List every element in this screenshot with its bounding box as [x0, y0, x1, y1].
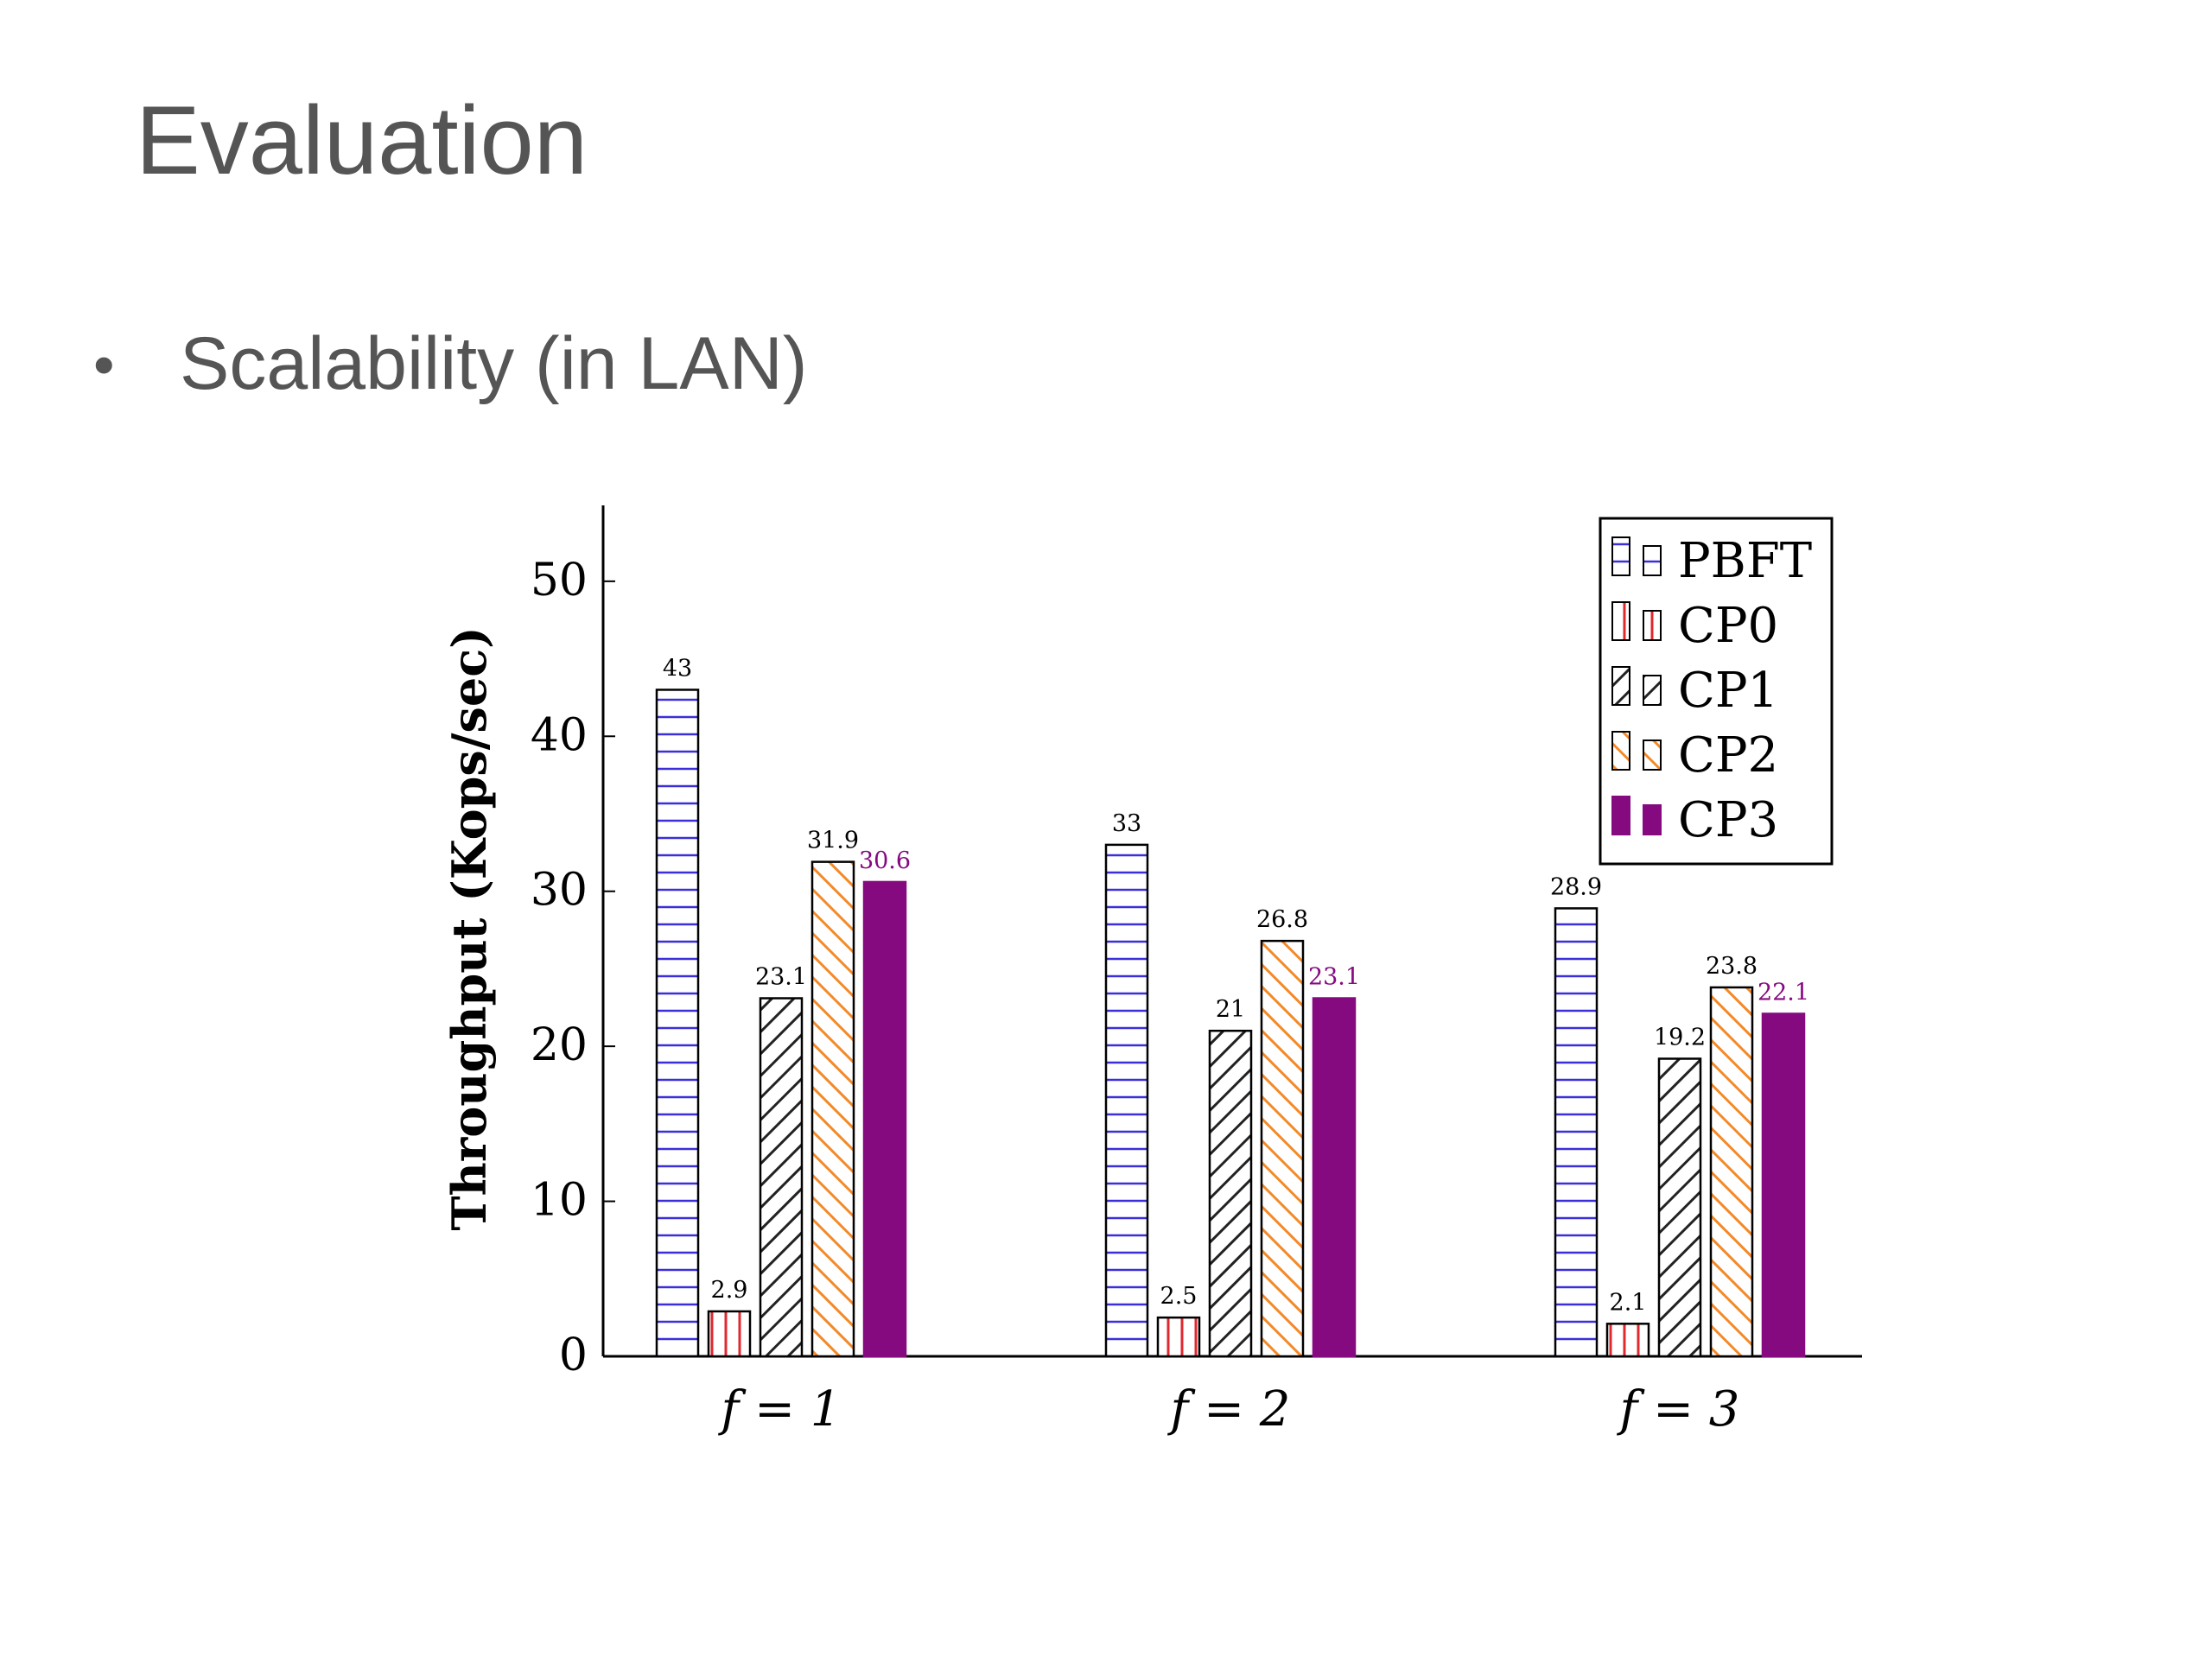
legend-swatch-cp1: [1611, 666, 1630, 706]
bar-cp3: [1312, 997, 1357, 1358]
legend-box: [1599, 517, 1834, 866]
data-label: 23.1: [1308, 964, 1360, 991]
legend-swatch-small-pbft: [1643, 545, 1662, 576]
y-tick-label: 40: [531, 709, 588, 761]
legend-label: CP1: [1678, 663, 1778, 719]
y-tick-label: 50: [531, 555, 588, 606]
legend-swatch-cp3: [1611, 796, 1630, 835]
bar-cp2: [1709, 986, 1754, 1358]
data-label: 19.2: [1654, 1024, 1706, 1050]
data-label: 2.1: [1610, 1289, 1647, 1316]
bar-cp1: [1208, 1029, 1253, 1358]
y-axis-label: Throughput (Kops/sec): [442, 626, 497, 1230]
data-label: 21: [1216, 996, 1245, 1023]
bar-cp2: [810, 860, 855, 1358]
y-tick-label: 10: [531, 1175, 588, 1227]
bar-pbft: [655, 689, 700, 1358]
bars-layer: 43 2.9 23.1 31.930.6 33 2.5 21 26.8 23.1 28.9 2.1 1…: [655, 655, 1809, 1358]
legend-label: PBFT: [1678, 533, 1812, 589]
x-tick-label: f = 3: [1617, 1381, 1740, 1438]
legend-label: CP3: [1678, 792, 1778, 848]
data-label: 26.8: [1256, 906, 1308, 933]
legend-swatch-small-cp1: [1643, 675, 1662, 706]
bar-cp0: [1605, 1323, 1650, 1358]
bar-cp0: [1156, 1316, 1201, 1358]
y-tick-label: 20: [531, 1019, 588, 1071]
x-tick-label: f = 1: [718, 1381, 842, 1438]
bar-cp1: [1657, 1057, 1702, 1358]
slide-title: Evaluation: [136, 86, 588, 194]
x-tick-label: f = 2: [1167, 1381, 1291, 1438]
bar-cp3: [1761, 1012, 1806, 1358]
legend-swatch-cp0: [1611, 601, 1630, 641]
legend-swatch-small-cp2: [1643, 739, 1662, 771]
data-label: 31.9: [807, 828, 859, 854]
data-label: 22.1: [1758, 979, 1809, 1006]
legend-label: CP0: [1678, 598, 1778, 654]
legend: PBFT CP0 CP1 CP2 CP3: [1599, 517, 1834, 866]
data-label: 2.9: [711, 1277, 748, 1304]
legend-swatch-small-cp0: [1643, 610, 1662, 641]
data-label: 43: [663, 655, 692, 682]
legend-swatch-small-cp3: [1643, 804, 1662, 835]
data-label: 2.5: [1160, 1283, 1198, 1310]
bar-cp2: [1260, 939, 1305, 1358]
y-tick-label: 30: [531, 865, 588, 917]
data-label: 30.6: [859, 847, 911, 874]
bullet-text: Scalability (in LAN): [180, 322, 808, 405]
data-label: 23.8: [1706, 953, 1758, 980]
data-label: 23.1: [755, 964, 807, 991]
bullet-item: • Scalability (in LAN): [93, 320, 807, 409]
bar-pbft: [1104, 843, 1149, 1358]
bar-pbft: [1554, 907, 1599, 1358]
data-label: 33: [1112, 810, 1141, 837]
bar-cp3: [862, 880, 907, 1358]
y-tick-label: 0: [559, 1330, 588, 1381]
bullet-dot-icon: •: [93, 330, 115, 398]
legend-label: CP2: [1678, 727, 1778, 784]
data-label: 28.9: [1550, 873, 1602, 900]
bar-cp0: [707, 1310, 752, 1358]
bar-cp1: [759, 997, 804, 1358]
legend-swatch-cp2: [1611, 731, 1630, 771]
legend-swatch-pbft: [1611, 536, 1630, 576]
